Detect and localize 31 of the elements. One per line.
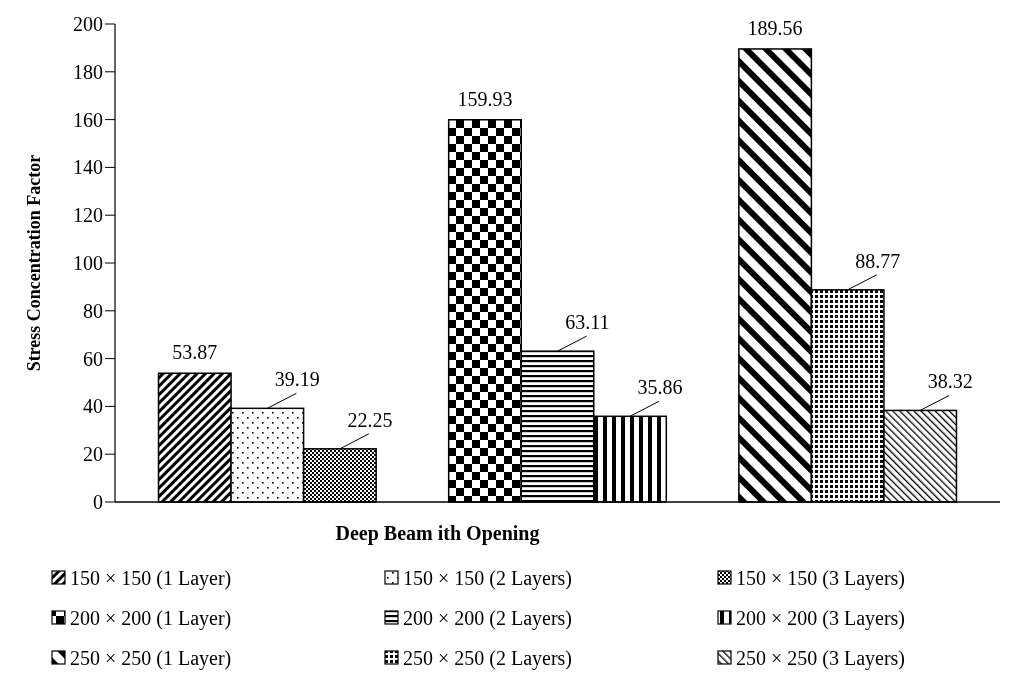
data-label: 38.32	[927, 370, 973, 393]
y-tick-label: 80	[83, 299, 103, 322]
x-axis-title: Deep Beam ith Opening	[335, 522, 540, 545]
y-tick-label: 100	[73, 252, 103, 274]
legend-label: 150 × 150 (3 Layers)	[736, 567, 906, 590]
legend-label: 250 × 250 (3 Layers)	[736, 647, 906, 670]
data-label: 53.87	[172, 341, 218, 364]
legend-label: 200 × 200 (2 Layers)	[403, 607, 573, 630]
y-tick-label: 20	[83, 443, 103, 466]
legend-label: 200 × 200 (3 Layers)	[736, 607, 906, 630]
data-label: 22.25	[347, 408, 393, 431]
y-axis-title: Stress Concentration Factor	[24, 154, 44, 372]
legend-label: 150 × 150 (1 Layer)	[70, 567, 232, 590]
y-tick-label: 60	[83, 347, 103, 370]
y-tick-label: 40	[83, 395, 103, 418]
data-label: 88.77	[855, 249, 901, 272]
legend-label: 250 × 250 (2 Layers)	[403, 647, 573, 670]
legend-label: 200 × 200 (1 Layer)	[70, 607, 232, 630]
data-label: 189.56	[747, 16, 803, 39]
y-tick-label: 160	[73, 108, 103, 131]
data-label: 63.11	[565, 311, 610, 334]
data-label: 159.93	[457, 87, 513, 110]
y-tick-label: 200	[73, 13, 103, 35]
data-label: 39.19	[274, 368, 320, 391]
data-label: 35.86	[637, 376, 683, 399]
legend-label: 150 × 150 (2 Layers)	[403, 567, 573, 590]
y-tick-label: 180	[73, 60, 103, 83]
y-tick-label: 140	[73, 156, 103, 179]
legend-label: 250 × 250 (1 Layer)	[70, 647, 232, 670]
y-tick-label: 0	[93, 491, 103, 513]
y-tick-label: 120	[73, 204, 103, 227]
